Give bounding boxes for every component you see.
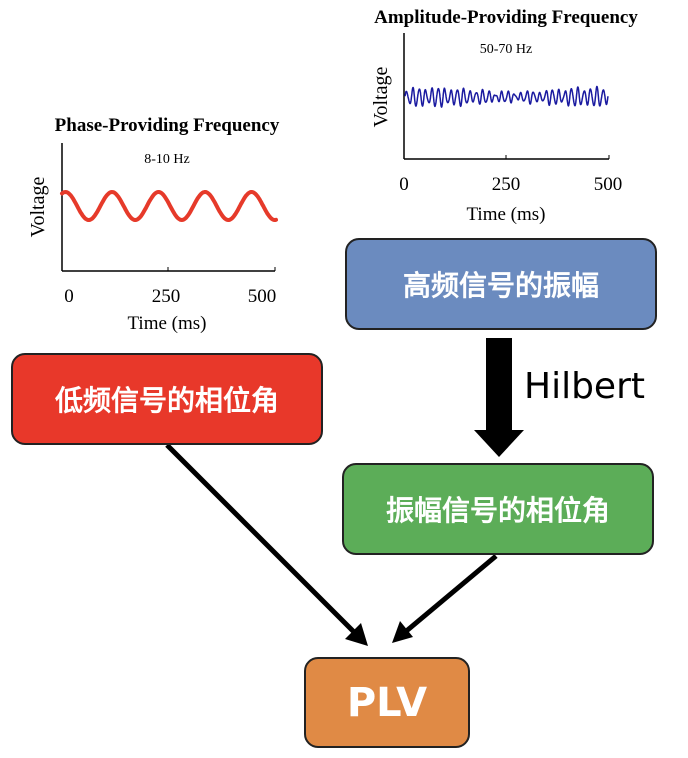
amp-plot-title: Amplitude-Providing Frequency bbox=[374, 7, 638, 28]
amplitude-phase-label: 振幅信号的相位角 bbox=[385, 494, 610, 527]
low-freq-phase-label: 低频信号的相位角 bbox=[54, 384, 279, 417]
phase-plot-title: Phase-Providing Frequency bbox=[55, 115, 280, 136]
plv-box: PLV bbox=[304, 657, 470, 748]
low-freq-phase-box: 低频信号的相位角 bbox=[11, 353, 323, 445]
phase-plot: Phase-Providing Frequency 8-10 Hz Voltag… bbox=[27, 115, 280, 334]
phase-tick-0: 0 bbox=[64, 286, 74, 307]
amp-xlabel: Time (ms) bbox=[466, 204, 545, 225]
plv-label: PLV bbox=[346, 679, 428, 726]
arrow-amp-phase-to-plv bbox=[392, 554, 498, 643]
hilbert-arrow bbox=[474, 338, 524, 457]
phase-ylabel: Voltage bbox=[27, 177, 49, 238]
amp-signal-line bbox=[404, 85, 609, 108]
high-freq-amplitude-label: 高频信号的振幅 bbox=[402, 269, 599, 302]
amp-plot: Amplitude-Providing Frequency 50-70 Hz V… bbox=[370, 7, 638, 225]
amp-tick-0: 0 bbox=[399, 174, 409, 195]
amp-ylabel: Voltage bbox=[370, 67, 392, 128]
amp-plot-band: 50-70 Hz bbox=[480, 42, 533, 57]
amplitude-phase-box: 振幅信号的相位角 bbox=[342, 463, 654, 555]
hilbert-label: Hilbert bbox=[524, 366, 645, 407]
phase-signal-line bbox=[60, 189, 278, 223]
phase-tick-500: 500 bbox=[248, 286, 277, 307]
high-freq-amplitude-box: 高频信号的振幅 bbox=[345, 238, 657, 330]
phase-plot-band: 8-10 Hz bbox=[144, 152, 190, 167]
amp-tick-250: 250 bbox=[492, 174, 521, 195]
phase-xlabel: Time (ms) bbox=[127, 313, 206, 334]
phase-tick-250: 250 bbox=[152, 286, 181, 307]
arrow-low-phase-to-plv bbox=[165, 443, 368, 646]
amp-tick-500: 500 bbox=[594, 174, 623, 195]
